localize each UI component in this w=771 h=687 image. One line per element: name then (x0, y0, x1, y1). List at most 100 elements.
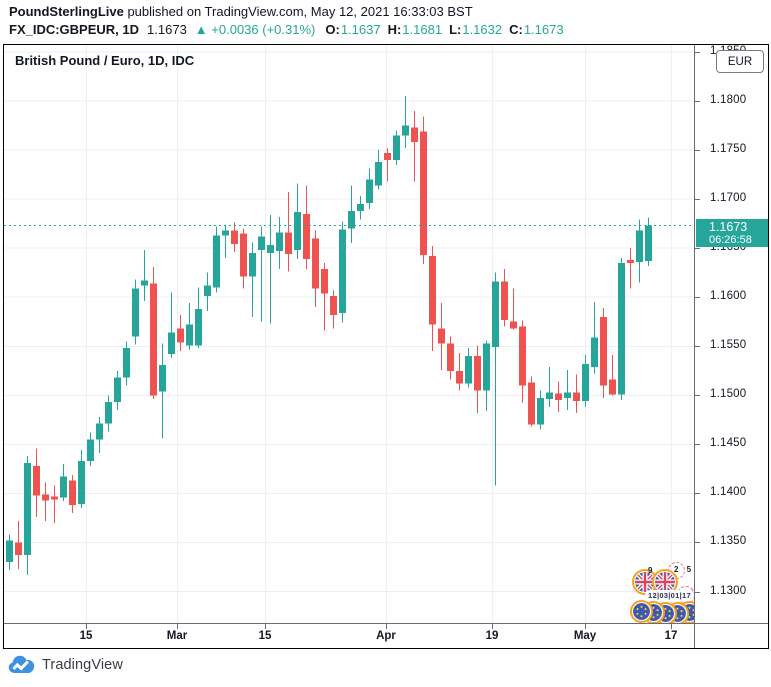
candle (393, 130, 400, 165)
candle (600, 307, 607, 399)
candle-body (384, 152, 391, 160)
candle (636, 219, 643, 283)
candle-body (105, 402, 112, 424)
candle-body (555, 393, 562, 401)
time-axis-label: 15 (79, 630, 93, 642)
candle-body (96, 423, 103, 440)
price-axis-label: 1.1550 (710, 339, 747, 352)
price-tick (695, 395, 700, 397)
candle-body (375, 161, 382, 186)
candle-body (366, 179, 373, 204)
candle-body (240, 233, 247, 277)
candle-body (132, 288, 139, 337)
axis-corner (694, 623, 768, 648)
candle-body (222, 230, 229, 236)
publish-info-line: PoundSterlingLive published on TradingVi… (9, 3, 473, 20)
time-axis[interactable]: 15 Mar 15 Apr 19 May 17 (4, 623, 694, 648)
candle-body (627, 259, 634, 263)
candle-body (519, 326, 526, 386)
candle (483, 340, 490, 411)
candle-body (429, 255, 436, 325)
low-label: L: (449, 22, 462, 37)
time-tick (585, 624, 586, 629)
candle (222, 224, 229, 258)
series-title: British Pound / Euro, 1D, IDC (15, 53, 195, 68)
candle-body (168, 332, 175, 355)
candle-body (537, 398, 544, 425)
candle (105, 395, 112, 432)
price-tick (695, 150, 700, 152)
tradingview-logo-icon (8, 655, 35, 674)
candle-body (636, 230, 643, 262)
candle-body (393, 135, 400, 160)
candle (285, 192, 292, 272)
candle-body (312, 238, 319, 289)
time-axis-label: May (573, 630, 597, 642)
uk-flag-icon (652, 569, 678, 595)
candle-body (60, 476, 67, 498)
candle-body (51, 496, 58, 500)
time-axis-label: 19 (485, 630, 499, 642)
price-tick (695, 591, 700, 593)
candle (195, 287, 202, 349)
time-tick (86, 624, 87, 629)
candle-body (357, 204, 364, 211)
candle (303, 185, 310, 269)
close-value: 1.1673 (523, 22, 564, 37)
price-axis[interactable]: 1.18501.18001.17501.17001.16501.16001.15… (694, 45, 768, 623)
candle (357, 196, 364, 220)
candle-body (150, 283, 157, 396)
candle-body (159, 364, 166, 392)
candle (420, 116, 427, 264)
candle-body (510, 321, 517, 329)
candle-body (186, 324, 193, 346)
candle (474, 345, 481, 413)
candle-body (438, 328, 445, 344)
candle (213, 226, 220, 293)
tradingview-attribution[interactable]: TradingView (8, 655, 123, 674)
price-axis-label: 1.1450 (710, 437, 747, 450)
publisher-name: PoundSterlingLive (9, 4, 124, 19)
price-tick (695, 199, 700, 201)
time-tick (265, 624, 266, 629)
price-axis-label: 1.1800 (710, 94, 747, 106)
time-tick (671, 624, 672, 629)
candle-body (609, 379, 616, 395)
candle (519, 320, 526, 404)
price-axis-label: 1.1700 (710, 192, 747, 205)
candle (411, 110, 418, 182)
candle (96, 416, 103, 454)
candle (375, 150, 382, 190)
candle-body (465, 356, 472, 384)
candlestick-plot[interactable]: 9 2 5 12|03|01|17 (4, 45, 694, 623)
candle (69, 474, 76, 514)
event-count-label: 9 (648, 566, 653, 575)
candle-body (204, 285, 211, 297)
time-tick (492, 624, 493, 629)
candle (186, 303, 193, 351)
candle (168, 292, 175, 359)
candle-body (582, 363, 589, 402)
symbol-status-line: FX_IDC:GBPEUR, 1D 1.1673 ▲ +0.0036 (+0.3… (9, 21, 571, 38)
candle (24, 456, 31, 575)
candle-body (276, 232, 283, 252)
open-value: 1.1637 (340, 22, 381, 37)
candle (348, 185, 355, 244)
candle (510, 288, 517, 330)
time-tick (177, 624, 178, 629)
candle (573, 374, 580, 413)
candle (15, 520, 22, 569)
candle (582, 355, 589, 408)
last-price: 1.1673 (147, 22, 187, 37)
candle (204, 272, 211, 311)
candle (339, 221, 346, 323)
candle (132, 279, 139, 345)
price-axis-label: 1.1350 (710, 535, 747, 548)
candle (312, 230, 319, 308)
price-tick (695, 101, 700, 102)
chart-frame: British Pound / Euro, 1D, IDC (3, 44, 769, 649)
candle (429, 246, 436, 352)
candle (528, 376, 535, 427)
candle-body (294, 211, 301, 251)
